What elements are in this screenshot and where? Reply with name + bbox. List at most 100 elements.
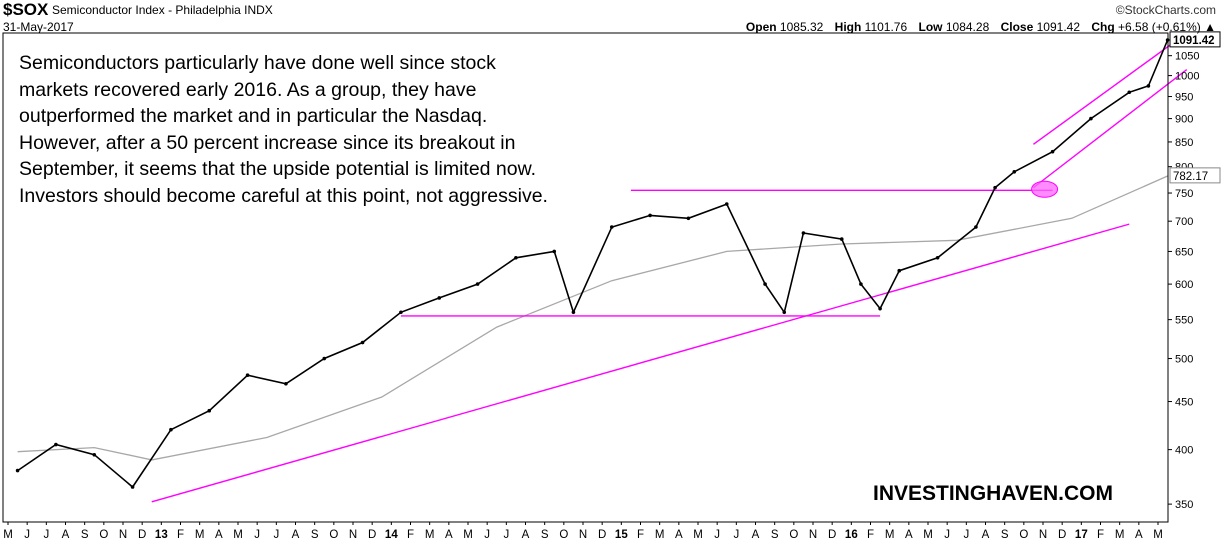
x-tick-label: O [1019,529,1028,541]
price-point [801,231,806,235]
x-tick-label: A [445,529,453,541]
y-tick-label: 400 [1175,445,1193,457]
x-tick-label: S [771,529,779,541]
x-tick-label: 13 [155,529,168,541]
x-tick-label: 17 [1075,529,1088,541]
price-point [859,282,863,286]
price-point [1012,170,1017,174]
x-tick-label: J [963,529,969,541]
price-point [130,485,135,489]
y-tick-label: 350 [1175,499,1193,511]
x-tick-label: J [503,529,509,541]
x-tick-label: M [885,529,895,541]
x-tick-label: J [254,529,260,541]
x-tick-label: J [714,529,720,541]
price-point [571,310,576,315]
x-tick-label: J [944,529,950,541]
x-tick-label: J [24,529,30,541]
change-label: Chg [1091,20,1115,34]
x-tick-label: J [733,529,739,541]
x-tick-label: S [81,529,89,541]
x-tick-label: 16 [845,529,858,541]
x-tick-label: A [62,529,70,541]
price-label-box [1169,167,1221,184]
price-point [1050,149,1055,154]
price-point [207,408,212,413]
price-point [475,282,480,286]
trend-line-1 [151,223,1130,503]
price-point [935,255,940,260]
price-point [284,381,288,386]
price-series [15,38,1170,489]
x-tick-label: D [138,529,146,541]
price-point [169,427,173,432]
x-tick-label: S [1001,529,1009,541]
x-tick-label: J [484,529,490,541]
moving-average-path [17,175,1168,461]
watermark-text: INVESTINGHAVEN.COM [873,482,1113,505]
x-tick-label: D [1058,529,1066,541]
x-tick-label: A [1135,529,1143,541]
price-point [782,310,787,315]
price-point [648,213,652,218]
y-tick-label: 650 [1175,246,1193,258]
index-name: Semiconductor Index - Philadelphia INDX [52,3,273,17]
low-value: 1084.28 [945,20,990,34]
ohlc-readout: Open 1085.32 High 1101.76 Low 1084.28 Cl… [746,20,1216,34]
price-point [686,216,691,221]
x-tick-label: A [292,529,300,541]
y-tick-label: 700 [1175,216,1193,228]
y-tick-label: 950 [1175,92,1193,104]
price-point [1127,90,1132,95]
price-path [17,39,1169,489]
x-tick-label: 15 [615,529,628,541]
y-tick-label: 900 [1175,114,1193,126]
price-point [974,225,978,229]
x-tick-label: M [693,529,703,541]
x-tick-label: M [195,529,205,541]
chart-date: 31-May-2017 [3,20,74,34]
y-tick-label: 600 [1175,279,1193,291]
trend-line-4 [1033,32,1188,145]
x-tick-label: M [425,529,435,541]
brand-label: ©StockCharts.com [1115,3,1216,17]
price-point [1146,84,1151,88]
x-tick-label: D [598,529,606,541]
price-label: 1091.42 [1173,35,1215,47]
price-point [15,468,20,473]
change-value: +6.58 (+0.61%) [1118,20,1201,34]
x-tick-label: F [177,529,184,541]
open-value: 1085.32 [779,20,824,34]
x-tick-label: O [329,529,338,541]
x-tick-label: D [828,529,836,541]
x-tick-label: M [923,529,933,541]
x-tick-label: O [99,529,108,541]
high-label: High [834,20,862,34]
x-tick-label: F [407,529,414,541]
close-value: 1091.42 [1036,20,1081,34]
price-point [1089,116,1093,121]
x-tick-label: N [809,529,817,541]
price-point [514,255,518,260]
price-point [437,296,442,300]
x-tick-label: M [3,529,13,541]
price-point [360,340,365,345]
x-tick-label: F [1097,529,1104,541]
price-point [399,310,403,315]
y-tick-label: 1050 [1175,51,1199,63]
price-point [552,249,557,254]
price-label-box [1169,31,1221,48]
x-tick-label: S [311,529,319,541]
y-tick-label: 850 [1175,137,1193,149]
x-tick-label: A [752,529,760,541]
x-tick-label: A [982,529,990,541]
x-tick-label: M [233,529,243,541]
trend-line-5 [1032,68,1188,189]
price-point [724,202,729,206]
change-arrow-icon: ▲ [1204,20,1216,34]
x-tick-label: A [905,529,913,541]
x-tick-label: O [789,529,798,541]
x-tick-label: N [1039,529,1047,541]
